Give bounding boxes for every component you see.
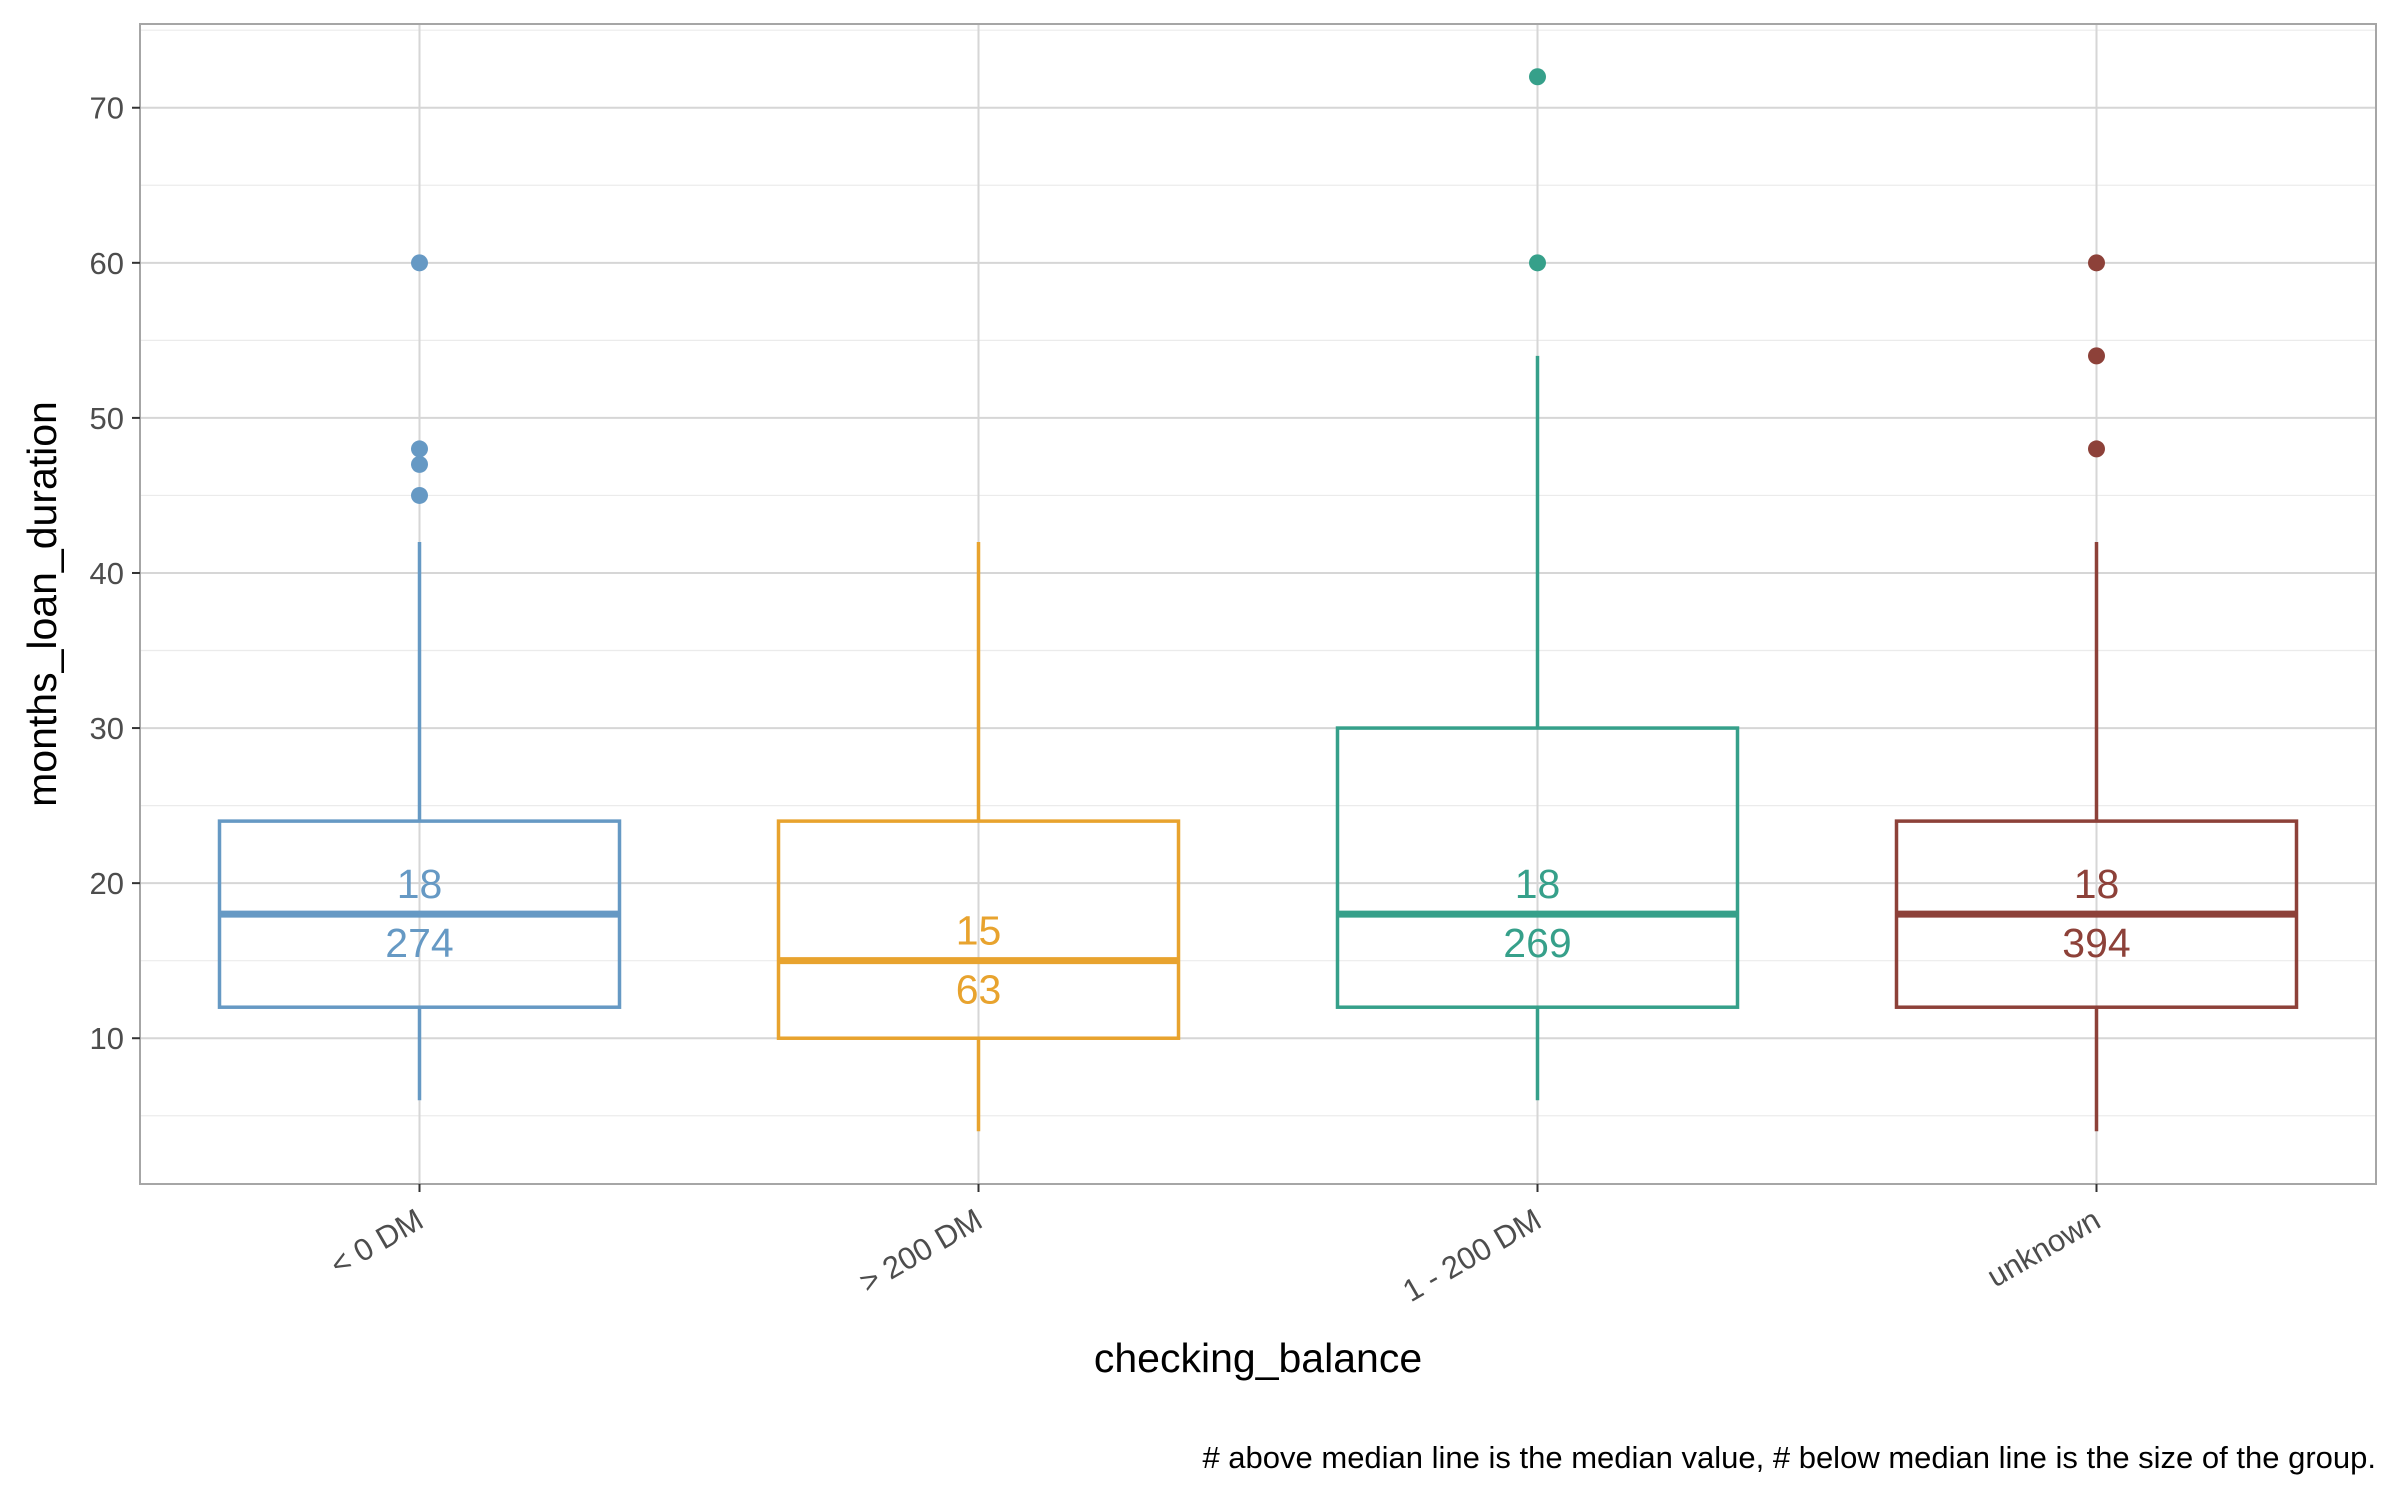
outlier-point (2088, 254, 2105, 272)
x-tick-label: unknown (1981, 1202, 2106, 1294)
outlier-point (411, 254, 428, 272)
median-value-label: 18 (1515, 861, 1561, 907)
median-value-label: 18 (2074, 861, 2120, 907)
iqr-box (776, 819, 1181, 1040)
group-size-label: 63 (956, 967, 1002, 1013)
y-tick-label: 60 (90, 246, 124, 281)
y-tick-label: 30 (90, 711, 124, 746)
outlier-point (2088, 440, 2105, 458)
y-tick-label: 70 (90, 91, 124, 126)
x-tick-label: > 200 DM (853, 1202, 988, 1300)
x-tick-label: < 0 DM (324, 1202, 429, 1283)
y-tick-label: 20 (90, 866, 124, 901)
outlier-point (2088, 347, 2105, 365)
plot-border (139, 23, 2377, 1185)
y-axis-title: months_loan_duration (19, 401, 65, 807)
x-tick-label: 1 - 200 DM (1397, 1202, 1547, 1309)
outlier-point (1529, 254, 1546, 272)
median-value-label: 15 (956, 908, 1002, 954)
y-axis: 10 20 30 40 50 60 70 (90, 91, 140, 1056)
grid (140, 29, 2376, 1117)
plot-panel (140, 24, 2376, 1184)
outlier-point (411, 486, 428, 504)
x-axis: < 0 DM > 200 DM 1 - 200 DM unknown (324, 1184, 2106, 1309)
iqr-box (1335, 726, 1740, 1009)
group-size-label: 274 (385, 920, 453, 966)
x-axis-title: checking_balance (1094, 1335, 1422, 1381)
median-value-label: 18 (397, 861, 443, 907)
outlier-point (411, 455, 428, 473)
group-size-label: 394 (2062, 920, 2130, 966)
group-size-label: 269 (1503, 920, 1571, 966)
outlier-point (411, 440, 428, 458)
y-tick-label: 40 (90, 556, 124, 591)
y-tick-label: 10 (90, 1021, 124, 1056)
caption: # above median line is the median value,… (1202, 1440, 2376, 1475)
y-tick-label: 50 (90, 401, 124, 436)
outlier-point (1529, 68, 1546, 86)
